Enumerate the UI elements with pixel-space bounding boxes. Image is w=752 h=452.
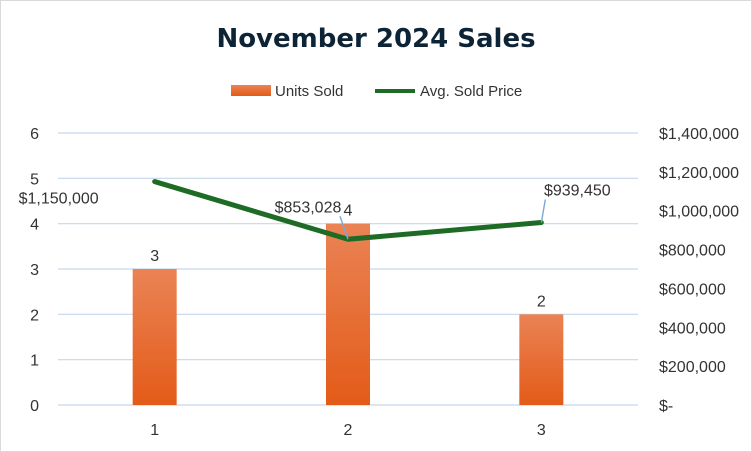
x-tick-label: 2 xyxy=(344,422,353,439)
y-tick-label: 6 xyxy=(30,126,39,143)
leader-line xyxy=(540,199,547,223)
y2-tick-label: $1,200,000 xyxy=(659,165,739,182)
y2-tick-label: $800,000 xyxy=(659,243,726,260)
axes: 0 1 2 3 4 5 6 $- $200,000 $400,000 $600,000 $800,00… xyxy=(30,126,739,439)
line-value-label: $939,450 xyxy=(544,182,611,199)
line-value-label: $1,150,000 xyxy=(19,191,99,208)
x-tick-label: 3 xyxy=(537,422,546,439)
y2-tick-label: $600,000 xyxy=(659,281,726,298)
bar xyxy=(132,269,177,405)
line-point xyxy=(154,181,156,183)
bar-series xyxy=(132,223,564,405)
y2-tick-label: $400,000 xyxy=(659,320,726,337)
bar-value-label: 3 xyxy=(150,248,159,265)
data-labels: 3 4 2 $1,150,000 $853,028 $939,450 xyxy=(19,182,611,310)
y2-tick-label: $200,000 xyxy=(659,359,726,376)
y-tick-label: 2 xyxy=(30,307,39,324)
legend-label-units-sold: Units Sold xyxy=(275,83,343,100)
y-tick-label: 5 xyxy=(30,171,39,188)
line-value-label: $853,028 xyxy=(275,199,342,216)
leader-line xyxy=(339,216,349,240)
y2-tick-label: $- xyxy=(659,398,673,415)
y-tick-label: 3 xyxy=(30,262,39,279)
y-tick-label: 4 xyxy=(30,217,39,234)
y2-tick-label: $1,000,000 xyxy=(659,204,739,221)
x-tick-label: 1 xyxy=(150,422,159,439)
y-tick-label: 1 xyxy=(30,353,39,370)
y-tick-label: 0 xyxy=(30,398,39,415)
legend: Units Sold Avg. Sold Price xyxy=(231,83,522,100)
legend-label-avg-price: Avg. Sold Price xyxy=(420,83,522,100)
bar xyxy=(326,223,370,405)
chart-title: November 2024 Sales xyxy=(216,24,535,54)
bar-value-label: 4 xyxy=(344,203,353,220)
legend-swatch-units-sold xyxy=(231,85,271,96)
y2-tick-label: $1,400,000 xyxy=(659,126,739,143)
bar xyxy=(519,314,564,405)
bar-value-label: 2 xyxy=(537,293,546,310)
